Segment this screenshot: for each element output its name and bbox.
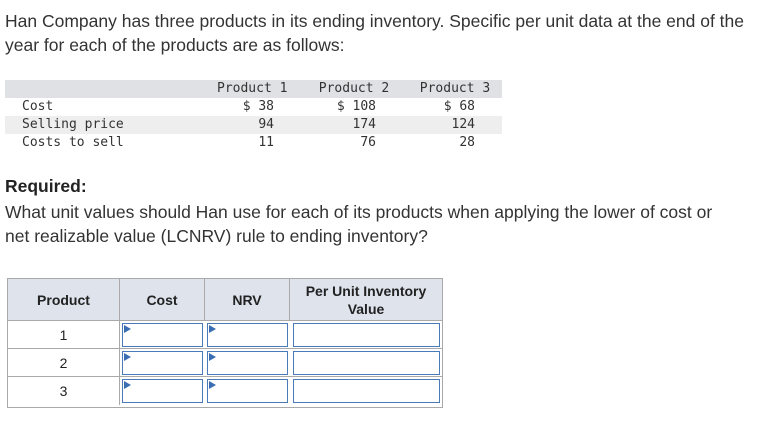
cost-input[interactable] bbox=[122, 323, 203, 347]
header-product-2: Product 2 bbox=[318, 81, 390, 96]
header-nrv: NRV bbox=[205, 279, 290, 321]
header-cost: Cost bbox=[120, 279, 205, 321]
answer-table: Product Cost NRV Per Unit Inventory Valu… bbox=[7, 278, 443, 408]
entry-marker-icon bbox=[124, 381, 131, 389]
header-product-1: Product 1 bbox=[217, 81, 288, 96]
row-label: Cost bbox=[22, 99, 54, 114]
nrv-input[interactable] bbox=[207, 351, 288, 375]
product-number: 2 bbox=[8, 349, 120, 377]
cell-value: $ 68 bbox=[443, 99, 475, 114]
header-product: Product bbox=[8, 279, 120, 321]
answer-row: 3 bbox=[8, 377, 442, 405]
per-unit-value-input[interactable] bbox=[293, 323, 440, 347]
nrv-input[interactable] bbox=[207, 379, 288, 403]
required-heading: Required: bbox=[5, 176, 87, 196]
cell-value: 11 bbox=[258, 135, 274, 150]
row-label: Selling price bbox=[22, 117, 124, 132]
entry-marker-icon bbox=[124, 353, 131, 361]
row-label: Costs to sell bbox=[22, 135, 124, 150]
data-row-costs-to-sell: Costs to sell 11 76 28 bbox=[5, 134, 502, 152]
cell-value: $ 38 bbox=[242, 99, 274, 114]
cost-input[interactable] bbox=[122, 379, 203, 403]
cell-value: 94 bbox=[258, 117, 274, 132]
product-number: 3 bbox=[8, 377, 120, 405]
cell-value: 28 bbox=[459, 135, 475, 150]
data-table-header: Product 1 Product 2 Product 3 bbox=[5, 80, 502, 98]
answer-table-header: Product Cost NRV Per Unit Inventory Valu… bbox=[8, 279, 442, 321]
product-number: 1 bbox=[8, 321, 120, 349]
cell-value: 76 bbox=[360, 135, 376, 150]
cost-input[interactable] bbox=[122, 351, 203, 375]
answer-row: 2 bbox=[8, 349, 442, 377]
entry-marker-icon bbox=[209, 381, 216, 389]
nrv-input[interactable] bbox=[207, 323, 288, 347]
intro-text: Han Company has three products in its en… bbox=[5, 11, 745, 55]
cell-value: 124 bbox=[451, 117, 475, 132]
per-unit-value-input[interactable] bbox=[293, 379, 440, 403]
per-unit-value-input[interactable] bbox=[293, 351, 440, 375]
header-product-3: Product 3 bbox=[419, 81, 491, 96]
data-row-selling-price: Selling price 94 174 124 bbox=[5, 116, 502, 134]
answer-row: 1 bbox=[8, 321, 442, 349]
entry-marker-icon bbox=[209, 325, 216, 333]
entry-marker-icon bbox=[124, 325, 131, 333]
required-question: What unit values should Han use for each… bbox=[5, 202, 713, 246]
entry-marker-icon bbox=[209, 353, 216, 361]
data-row-cost: Cost $ 38 $ 108 $ 68 bbox=[5, 98, 502, 116]
cell-value: 174 bbox=[352, 117, 376, 132]
cell-value: $ 108 bbox=[336, 99, 376, 114]
header-per-unit-inventory-value: Per Unit Inventory Value bbox=[305, 283, 427, 317]
